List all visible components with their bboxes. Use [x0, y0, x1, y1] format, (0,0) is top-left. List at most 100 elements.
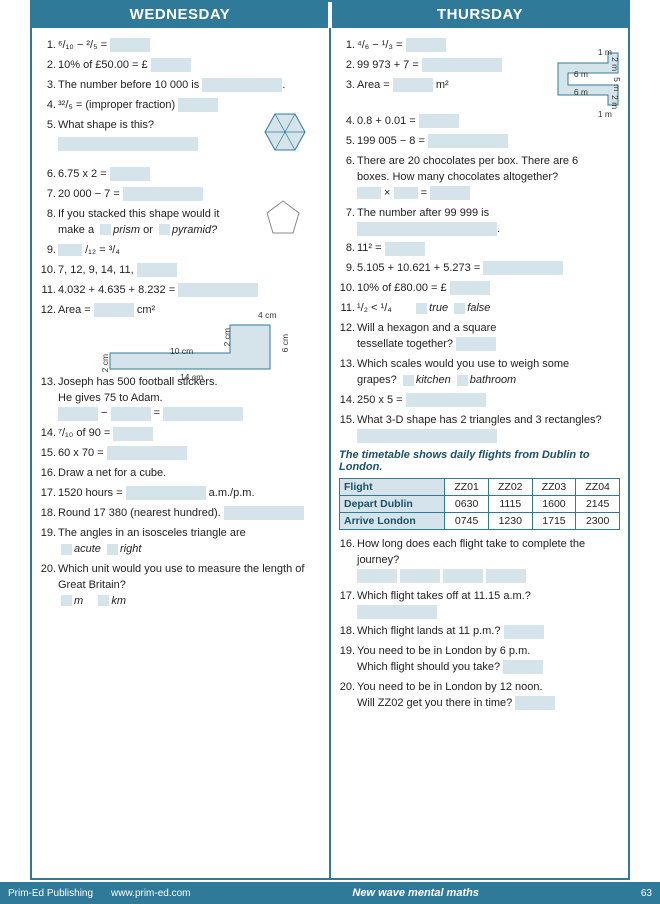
- q-text: 0.8 + 0.01 =: [357, 115, 416, 127]
- q-text: ³²/₅ = (improper fraction): [58, 99, 175, 111]
- answer-blank[interactable]: [419, 114, 459, 128]
- page-number: 63: [641, 888, 652, 899]
- answer-blank[interactable]: [486, 569, 526, 583]
- answer-blank[interactable]: [137, 263, 177, 277]
- q-text: What shape is this?: [58, 119, 154, 131]
- table-row: Arrive London 0745 1230 1715 2300: [340, 512, 620, 529]
- q-text: 99 973 + 7 =: [357, 59, 419, 71]
- q-text: Area =: [58, 304, 91, 316]
- checkbox[interactable]: [107, 544, 118, 555]
- q-text: Will a hexagon and a square: [357, 322, 496, 334]
- q-text: You need to be in London by 6 p.m.: [357, 645, 530, 657]
- checkbox[interactable]: [454, 303, 465, 314]
- answer-blank[interactable]: [107, 446, 187, 460]
- checkbox[interactable]: [403, 375, 414, 386]
- answer-blank[interactable]: [163, 407, 243, 421]
- answer-blank[interactable]: [123, 187, 203, 201]
- answer-blank[interactable]: [385, 242, 425, 256]
- answer-blank[interactable]: [111, 407, 151, 421]
- q-text: The number before 10 000 is: [58, 79, 199, 91]
- table-row: Flight ZZ01 ZZ02 ZZ03 ZZ04: [340, 478, 620, 495]
- checkbox[interactable]: [61, 544, 72, 555]
- q-text: 4.032 + 4.635 + 8.232 =: [58, 284, 175, 296]
- day-header: WEDNESDAY THURSDAY: [32, 2, 628, 28]
- checkbox[interactable]: [98, 595, 109, 606]
- answer-blank[interactable]: [393, 78, 433, 92]
- checkbox[interactable]: [416, 303, 427, 314]
- q-text: 10% of £80.00 = £: [357, 282, 447, 294]
- answer-blank[interactable]: [58, 407, 98, 421]
- answer-blank[interactable]: [94, 303, 134, 317]
- checkbox[interactable]: [159, 224, 170, 235]
- q-text: 1520 hours =: [58, 487, 123, 499]
- answer-blank[interactable]: [151, 58, 191, 72]
- answer-blank[interactable]: [430, 186, 470, 200]
- pentagon-shape-icon: [265, 199, 301, 235]
- q-text: ⁶/₁₀ − ²/₅ =: [58, 39, 107, 51]
- q-text: Which flight takes off at 11.15 a.m.?: [357, 590, 531, 602]
- wednesday-column: 1.⁶/₁₀ − ²/₅ = 2.10% of £50.00 = £ 3.The…: [32, 28, 329, 878]
- q-text: ⁴/₆ − ¹/₃ =: [357, 39, 402, 51]
- answer-blank[interactable]: [58, 244, 82, 256]
- q-text: 60 x 70 =: [58, 447, 104, 459]
- checkbox[interactable]: [100, 224, 111, 235]
- q-text: Which scales would you use to weigh some: [357, 358, 569, 370]
- answer-blank[interactable]: [357, 569, 397, 583]
- answer-blank[interactable]: [428, 134, 508, 148]
- q-text: 199 005 − 8 =: [357, 135, 425, 147]
- wednesday-tab: WEDNESDAY: [32, 2, 328, 28]
- q-text: 11² =: [357, 242, 382, 254]
- checkbox[interactable]: [61, 595, 72, 606]
- q-text: Round 17 380 (nearest hundred).: [58, 507, 221, 519]
- answer-blank[interactable]: [58, 137, 198, 151]
- answer-blank[interactable]: [178, 98, 218, 112]
- q-text: 250 x 5 =: [357, 394, 403, 406]
- page-footer: Prim-Ed Publishing www.prim-ed.com New w…: [0, 882, 660, 904]
- answer-blank[interactable]: [357, 222, 497, 236]
- answer-blank[interactable]: [400, 569, 440, 583]
- q-text: 7, 12, 9, 14, 11,: [58, 264, 134, 276]
- answer-blank[interactable]: [110, 38, 150, 52]
- answer-blank[interactable]: [450, 281, 490, 295]
- worksheet-body: 1.⁶/₁₀ − ²/₅ = 2.10% of £50.00 = £ 3.The…: [32, 28, 628, 878]
- book-title: New wave mental maths: [191, 887, 641, 899]
- answer-blank[interactable]: [422, 58, 502, 72]
- q-text: ¹/₂ < ¹/₄: [357, 302, 392, 314]
- answer-blank[interactable]: [504, 625, 544, 639]
- thursday-column: 1.⁴/₆ − ¹/₃ = 2.99 973 + 7 = 3.Area = m²…: [329, 28, 628, 878]
- answer-blank[interactable]: [202, 78, 282, 92]
- q-text: 5.105 + 10.621 + 5.273 =: [357, 262, 480, 274]
- q-text: Joseph has 500 football stickers.: [58, 376, 218, 388]
- answer-blank[interactable]: [224, 506, 304, 520]
- publisher: Prim-Ed Publishing: [8, 888, 93, 899]
- q-text: If you stacked this shape would it: [58, 208, 219, 220]
- answer-blank[interactable]: [357, 429, 497, 443]
- q-text: The angles in an isosceles triangle are: [58, 527, 246, 539]
- answer-blank[interactable]: [394, 187, 418, 199]
- q-text: 20 000 − 7 =: [58, 188, 120, 200]
- answer-blank[interactable]: [456, 337, 496, 351]
- footer-url: www.prim-ed.com: [111, 888, 190, 899]
- answer-blank[interactable]: [113, 427, 153, 441]
- checkbox[interactable]: [457, 375, 468, 386]
- worksheet-page: WEDNESDAY THURSDAY 1.⁶/₁₀ − ²/₅ = 2.10% …: [30, 0, 630, 880]
- answer-blank[interactable]: [406, 38, 446, 52]
- q-text: Which flight lands at 11 p.m.?: [357, 625, 500, 637]
- answer-blank[interactable]: [357, 187, 381, 199]
- q-text: 10% of £50.00 = £: [58, 59, 148, 71]
- answer-blank[interactable]: [483, 261, 563, 275]
- answer-blank[interactable]: [515, 696, 555, 710]
- answer-blank[interactable]: [443, 569, 483, 583]
- hexagon-shape-icon: [263, 112, 307, 152]
- answer-blank[interactable]: [126, 486, 206, 500]
- answer-blank[interactable]: [357, 605, 437, 619]
- answer-blank[interactable]: [110, 167, 150, 181]
- q-text: How long does each flight take to comple…: [357, 538, 585, 550]
- answer-blank[interactable]: [503, 660, 543, 674]
- answer-blank[interactable]: [406, 393, 486, 407]
- q-text: 6.75 x 2 =: [58, 168, 107, 180]
- answer-blank[interactable]: [178, 283, 258, 297]
- q-text: Draw a net for a cube.: [58, 467, 166, 479]
- q-text: Which unit would you use to measure the …: [58, 563, 304, 591]
- thursday-tab: THURSDAY: [332, 2, 628, 28]
